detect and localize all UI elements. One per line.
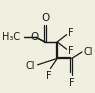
Text: Cl: Cl xyxy=(26,61,35,71)
Text: Cl: Cl xyxy=(83,46,93,57)
Text: O: O xyxy=(30,32,39,42)
Text: H₃C: H₃C xyxy=(2,32,21,42)
Text: F: F xyxy=(46,71,52,81)
Text: O: O xyxy=(41,13,49,23)
Text: F: F xyxy=(68,28,74,38)
Text: F: F xyxy=(69,78,75,88)
Text: F: F xyxy=(68,46,74,56)
